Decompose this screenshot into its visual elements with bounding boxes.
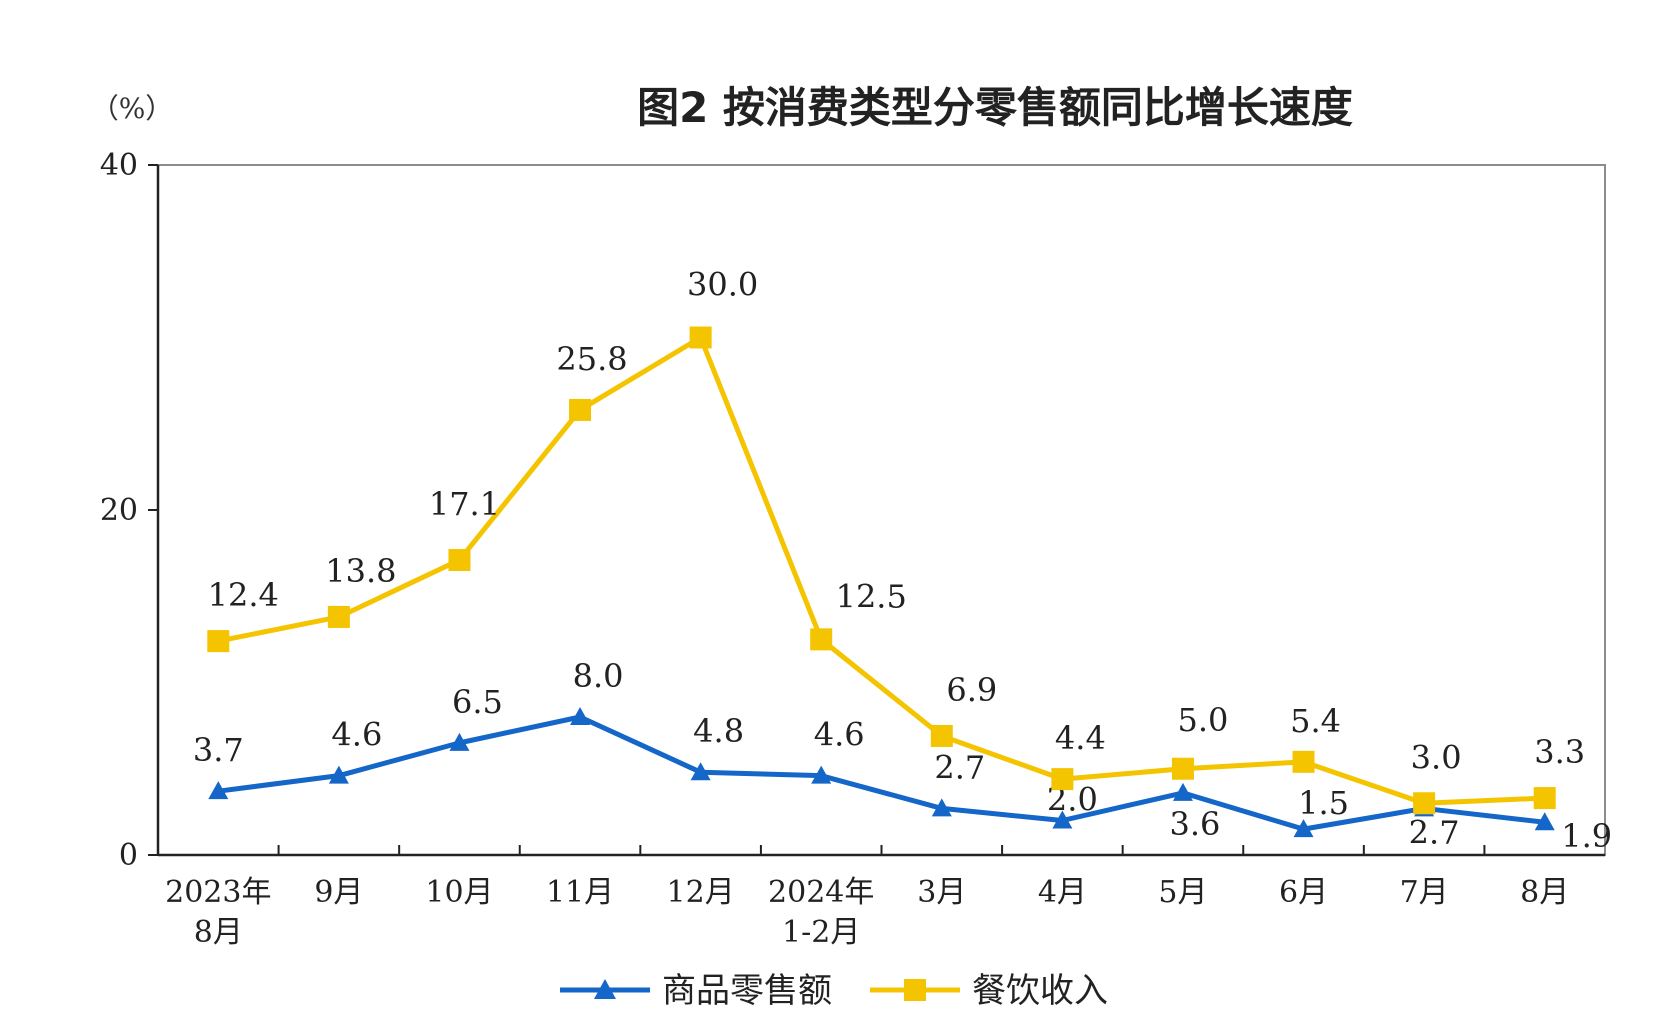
x-tick-label: 4月 [1038,875,1087,910]
x-tick-label: 7月 [1400,875,1449,910]
data-label: 4.6 [331,716,382,754]
data-label: 30.0 [687,266,758,304]
data-label: 4.8 [693,712,744,750]
data-point [1293,819,1314,838]
data-point [930,724,953,747]
data-label: 3.7 [193,731,244,769]
data-point [811,765,832,784]
data-label: 12.5 [836,577,907,615]
data-label: 4.6 [814,716,865,754]
data-label: 4.4 [1055,719,1106,757]
legend: 商品零售额 餐饮收入 [560,971,1108,1011]
data-point [1051,768,1074,791]
data-point [1172,782,1193,801]
data-point [207,630,230,653]
data-point [208,781,229,800]
data-point [1292,750,1315,773]
series-layer: 3.7 4.66.58.04.8 4.62.72.03.61.52.7 1.912.4… [193,266,1612,856]
data-label: 13.8 [325,552,396,590]
data-point [327,605,350,628]
y-axis: 0 20 40 [100,148,158,873]
data-label: 25.8 [556,340,627,378]
data-point [690,762,711,781]
y-tick-label: 20 [100,493,138,528]
series-line-2 [217,335,1545,806]
series-line-1 [217,714,1545,832]
data-point [1533,787,1556,810]
x-tick-label: 10月 [425,875,493,910]
legend-marker [904,979,926,1001]
data-label: 3.3 [1534,733,1585,771]
data-label: 5.0 [1178,701,1229,739]
data-label: 8.0 [573,657,624,695]
data-label: 6.9 [946,671,997,709]
x-tick-label: 5月 [1158,875,1207,910]
data-point [328,765,349,784]
legend-label: 商品零售额 [662,971,832,1011]
legend-item-1: 商品零售额 [560,971,832,1011]
data-point [569,398,592,421]
data-point [810,628,833,651]
data-label: 1.9 [1561,817,1612,855]
legend-marker [594,979,616,999]
data-point [689,326,712,349]
x-tick-label: 11月 [546,875,614,910]
series-2: 12.4 13.8 17.1 25.8 30.0 12.5 6.9 4.4 5.0 5.4 3.0 3… [207,266,1585,815]
data-point [449,732,470,751]
x-tick-label: 8月 [1520,875,1569,910]
data-label: 12.4 [208,576,279,614]
legend-item-2: 餐饮收入 [870,971,1108,1011]
data-point [1413,792,1436,815]
x-tick-label: 2023年 8月 [165,875,271,950]
data-point [570,707,591,725]
data-point [1534,812,1555,831]
x-tick-label: 9月 [314,875,363,910]
data-label: 2.7 [1409,813,1460,851]
x-tick-label: 12月 [667,875,735,910]
x-tick-label: 3月 [917,875,966,910]
x-tick-label: 6月 [1279,875,1328,910]
series-1: 3.7 4.66.58.04.8 4.62.72.03.61.52.7 1.9 [193,657,1612,855]
x-axis: 2023年 8月 9月 10月 11月 12月 2024年 1-2月 3月 4月 5月 6月 7月 8月 [165,845,1569,950]
data-label: 3.0 [1411,738,1462,776]
data-point [1171,757,1194,780]
x-tick-label: 2024年 1-2月 [768,875,874,950]
data-label: 5.4 [1290,702,1341,740]
legend-label: 餐饮收入 [972,971,1108,1011]
data-label: 2.7 [934,748,985,786]
data-point [448,549,471,572]
data-point [1052,810,1073,829]
chart-title: 图2 按消费类型分零售额同比增长速度 [637,83,1353,132]
data-label: 17.1 [429,485,500,523]
data-label: 1.5 [1298,784,1349,822]
data-label: 6.5 [452,683,503,721]
y-tick-label: 0 [119,838,138,873]
y-tick-label: 40 [100,148,138,183]
data-label: 3.6 [1170,805,1221,843]
data-point [931,798,952,817]
y-unit-label: （%） [91,92,174,125]
